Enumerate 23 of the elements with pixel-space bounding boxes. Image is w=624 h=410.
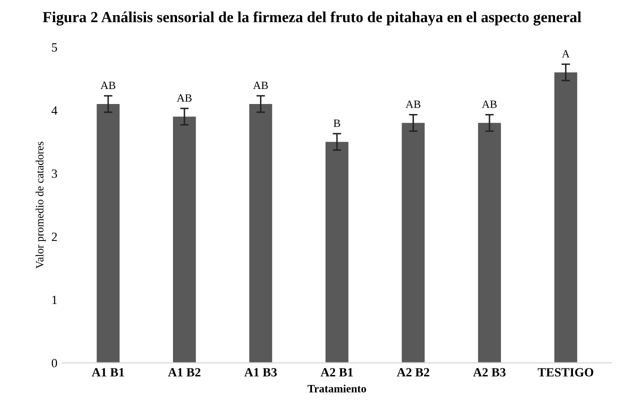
y-tick-label: 1 bbox=[52, 296, 57, 304]
y-axis-title: Valor promedio de catadores bbox=[36, 142, 46, 269]
annotation: AB bbox=[482, 100, 497, 108]
annotation: AB bbox=[253, 82, 268, 90]
y-tick-label: 2 bbox=[52, 232, 57, 241]
chart-title: Figura 2 Análisis sensorial de la firmeza del fruto de pitahaya en el aspecto general bbox=[42, 11, 582, 26]
annotation: B bbox=[334, 120, 340, 127]
x-tick-label: TESTIGO bbox=[538, 368, 594, 377]
y-tick-label: 3 bbox=[52, 169, 58, 178]
y-tick-label: 0 bbox=[52, 358, 58, 368]
annotation: AB bbox=[100, 82, 116, 90]
x-tick-label: A2 B3 bbox=[473, 368, 506, 377]
annotation: AB bbox=[406, 100, 420, 108]
x-tick-label: A1 B3 bbox=[244, 368, 277, 377]
y-tick-label: 5 bbox=[52, 43, 58, 52]
x-axis-title: Tratamiento bbox=[308, 384, 366, 392]
annotation: AB bbox=[176, 94, 192, 102]
x-tick-label: A2 B1 bbox=[320, 368, 353, 376]
x-tick-label: A1 B2 bbox=[168, 368, 200, 376]
x-tick-label: A1 B1 bbox=[92, 368, 124, 376]
x-tick-label: A2 B2 bbox=[396, 368, 430, 376]
annotation: A bbox=[562, 50, 570, 58]
y-tick-label: 4 bbox=[52, 106, 58, 115]
